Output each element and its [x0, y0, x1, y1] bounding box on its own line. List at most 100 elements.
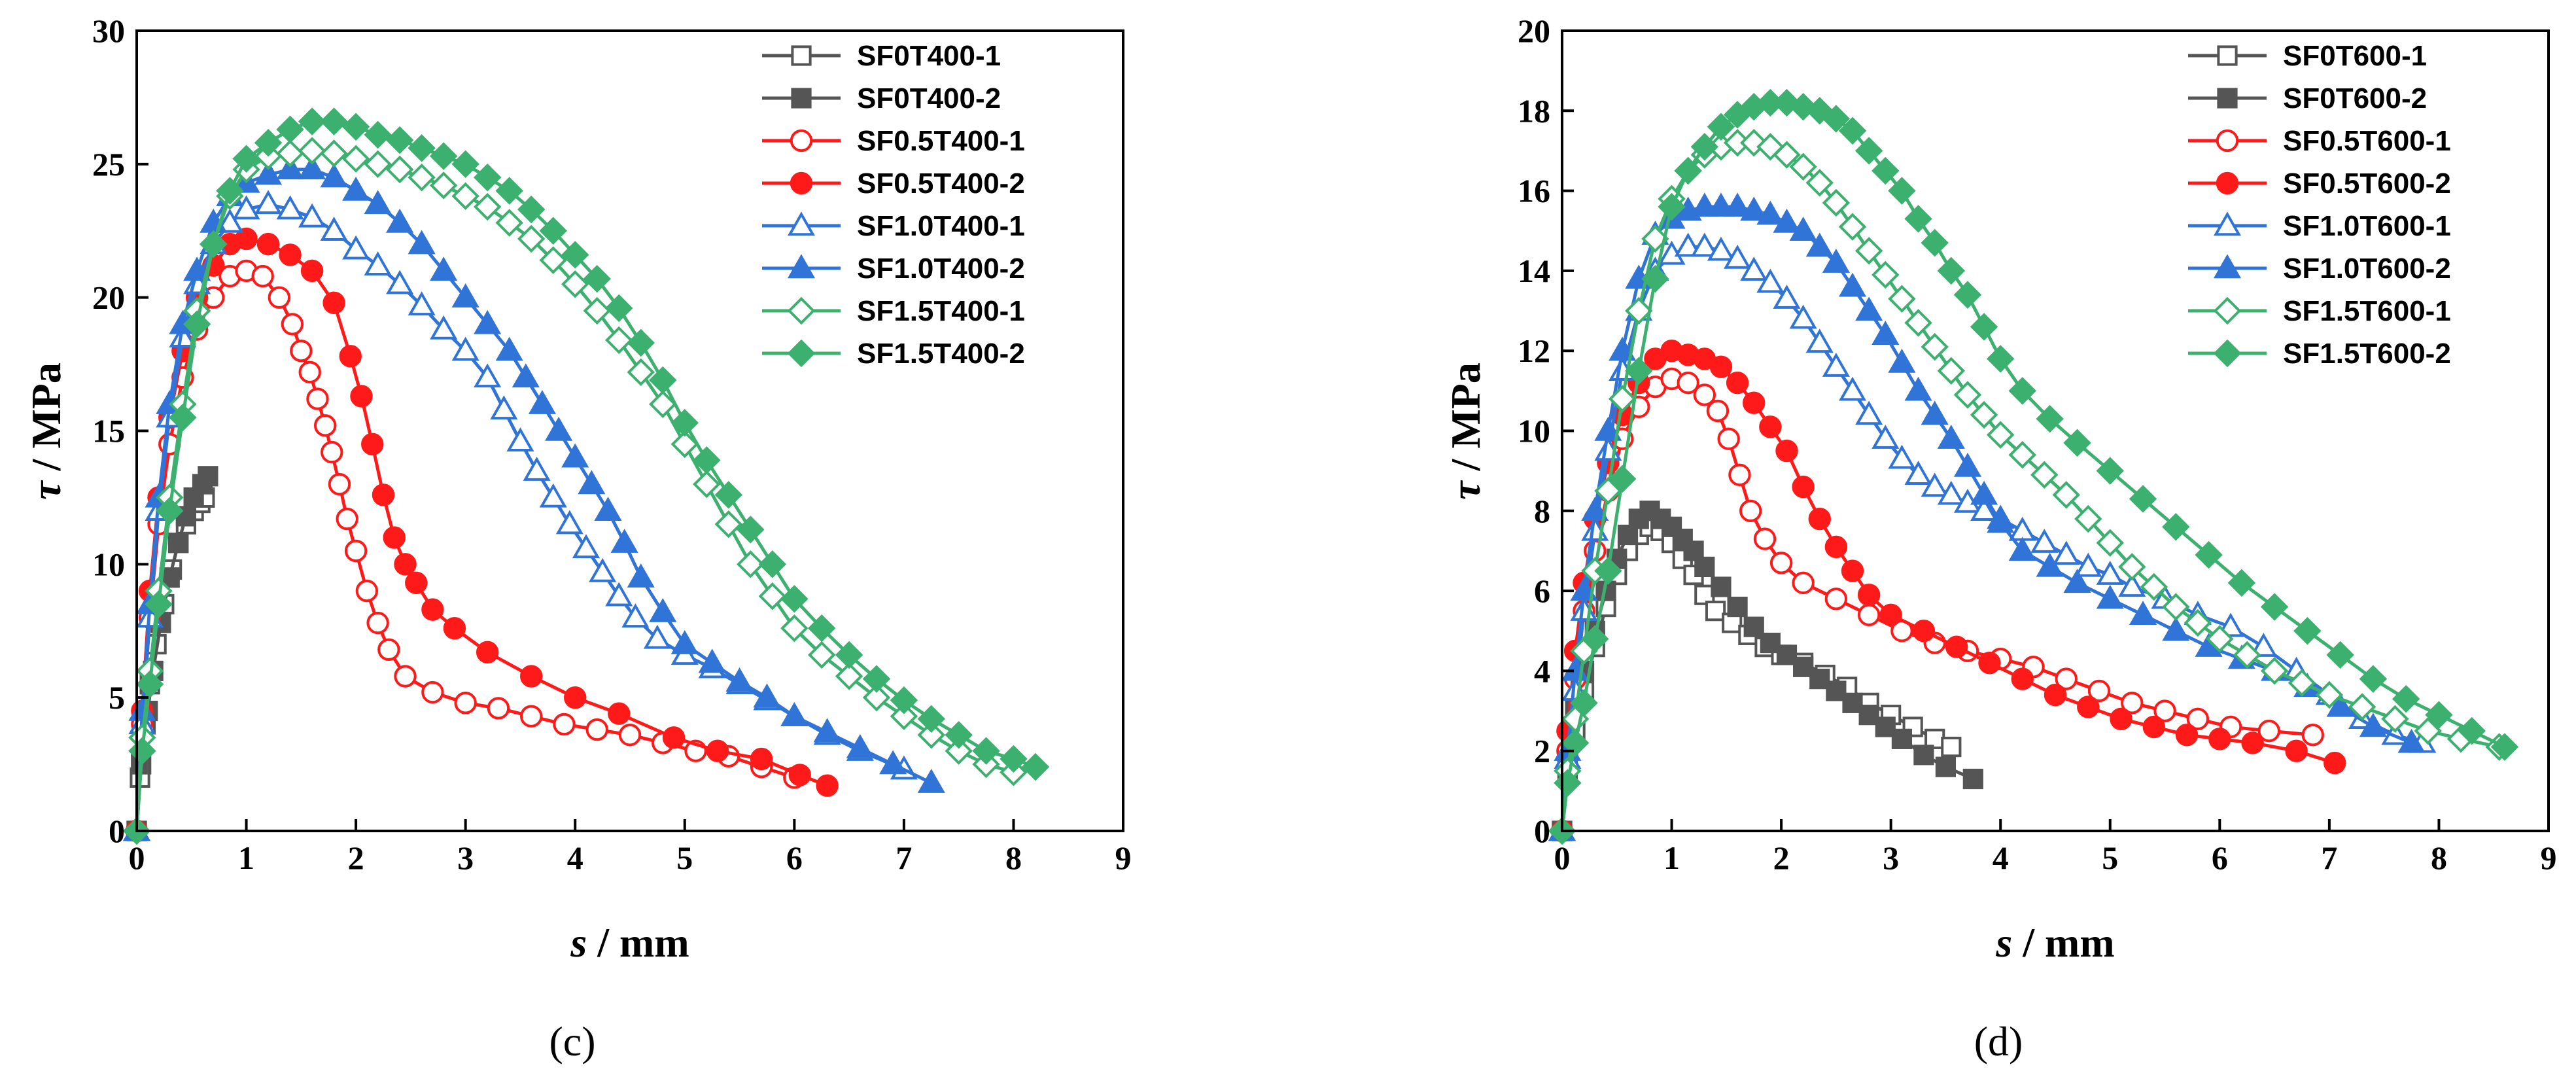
data-point — [512, 363, 540, 388]
data-point — [917, 705, 946, 733]
data-point — [1888, 444, 1916, 469]
data-point — [610, 529, 638, 553]
y-tick-label: 4 — [1534, 652, 1550, 689]
x-tick-label: 4 — [567, 839, 583, 876]
data-point — [945, 737, 973, 765]
data-point — [813, 718, 841, 743]
data-point — [1857, 603, 1881, 626]
y-tick-label: 20 — [92, 279, 125, 316]
legend-label: SF0.5T600-1 — [2283, 125, 2451, 157]
legend-label: SF1.5T600-1 — [2283, 295, 2451, 327]
legend-entry-sf1-5t400-2: SF1.5T400-2 — [762, 338, 1025, 370]
data-point — [1773, 88, 1801, 117]
data-point — [2184, 608, 2212, 637]
data-point — [366, 611, 389, 635]
data-point — [1855, 296, 1883, 321]
x-tick-label: 9 — [2541, 839, 2557, 876]
y-tick-label: 10 — [1518, 413, 1550, 449]
data-point — [1709, 355, 1733, 378]
data-point — [917, 721, 946, 749]
data-point — [1986, 345, 2015, 373]
x-tick-label: 2 — [1773, 839, 1790, 876]
data-point — [517, 195, 546, 224]
data-point — [1824, 535, 1848, 559]
data-point — [1609, 336, 1637, 361]
data-point — [1694, 556, 1715, 578]
series-sf1-0t600-2 — [1548, 192, 2426, 841]
data-point — [1805, 232, 1834, 257]
data-point — [714, 481, 743, 509]
y-axis-unit: / MPa — [1442, 362, 1489, 481]
y-axis-title: τ / MPa — [1442, 362, 1489, 500]
data-point — [2142, 715, 2166, 739]
data-point — [1904, 461, 1932, 485]
data-point — [1581, 625, 1609, 653]
data-point — [1728, 463, 1751, 486]
series-sf1-0t400-1 — [122, 190, 918, 841]
data-point — [320, 163, 348, 188]
data-point — [200, 230, 228, 258]
data-point — [344, 539, 368, 563]
data-point — [2036, 404, 2064, 433]
data-point — [232, 145, 260, 173]
x-axis-title: s / mm — [570, 919, 689, 966]
data-point — [1690, 133, 1719, 161]
series-layer — [1548, 88, 2519, 845]
data-point — [298, 361, 321, 384]
data-point — [341, 145, 370, 173]
legend-label: SF1.0T400-1 — [857, 210, 1025, 242]
data-point — [1561, 729, 1590, 757]
data-point — [561, 241, 589, 269]
data-point — [298, 155, 326, 180]
data-point — [336, 507, 358, 531]
data-point — [2285, 739, 2308, 762]
y-tick-label: 8 — [1534, 493, 1550, 529]
data-point — [276, 155, 304, 180]
data-point — [1707, 236, 1735, 261]
data-point — [2096, 457, 2125, 485]
data-point — [145, 590, 173, 618]
data-point — [750, 747, 773, 771]
data-point — [429, 171, 458, 200]
data-point — [1937, 480, 1965, 505]
legend-swatch-marker — [787, 254, 816, 279]
data-point — [339, 345, 362, 368]
legend-swatch-marker — [790, 171, 813, 195]
legend-swatch-marker — [2216, 171, 2239, 195]
data-point — [605, 326, 633, 355]
data-point — [846, 733, 874, 758]
data-point — [1805, 169, 1834, 197]
data-point — [1937, 256, 1966, 285]
data-point — [583, 296, 611, 325]
data-point — [1625, 296, 1653, 325]
data-point — [945, 721, 973, 749]
data-point — [1838, 376, 1867, 401]
data-point — [1021, 752, 1050, 781]
data-point — [2052, 540, 2080, 565]
data-point — [2129, 485, 2157, 513]
legend-label: SF0T600-1 — [2283, 40, 2427, 72]
data-point — [2175, 724, 2199, 747]
data-point — [643, 624, 671, 649]
data-point — [372, 484, 395, 506]
data-point — [322, 291, 345, 315]
data-point — [1808, 507, 1831, 531]
data-point — [1904, 205, 1932, 233]
data-point — [341, 113, 370, 141]
y-axis-title: τ / MPa — [23, 362, 69, 500]
data-point — [1792, 571, 1815, 595]
data-point — [589, 557, 617, 582]
legend-entry-sf0-5t400-1: SF0.5T400-1 — [762, 125, 1025, 157]
data-point — [216, 177, 244, 205]
data-point — [1921, 472, 1949, 497]
data-point — [835, 662, 863, 690]
data-point — [474, 309, 502, 334]
data-point — [2359, 665, 2388, 693]
data-point — [342, 176, 370, 201]
data-point — [300, 259, 324, 283]
data-point — [298, 137, 326, 165]
data-point — [408, 230, 436, 255]
data-point — [1706, 399, 1730, 423]
data-point — [528, 390, 557, 414]
